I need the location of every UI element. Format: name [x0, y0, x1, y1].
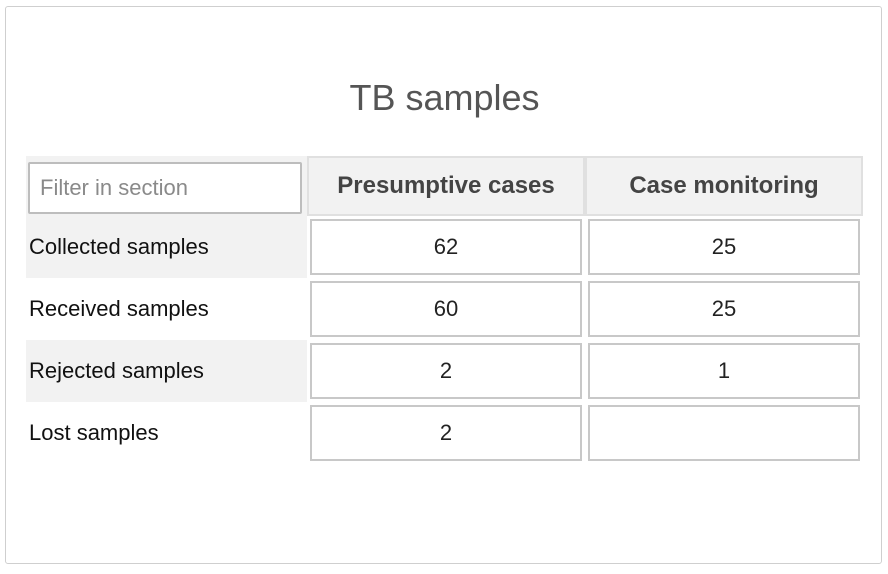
data-entry-table: Presumptive cases Case monitoring Collec…	[26, 156, 863, 464]
value-input-rejected-monitoring[interactable]: 1	[588, 343, 860, 399]
row-label: Collected samples	[26, 216, 307, 278]
value-input-received-monitoring[interactable]: 25	[588, 281, 860, 337]
column-header-case-monitoring: Case monitoring	[585, 156, 863, 216]
filter-in-section-input[interactable]	[28, 162, 302, 214]
value-input-received-presumptive[interactable]: 60	[310, 281, 582, 337]
table-row: Received samples 60 25	[26, 278, 863, 340]
value-input-lost-presumptive[interactable]: 2	[310, 405, 582, 461]
row-label: Received samples	[29, 296, 209, 321]
value-input-collected-monitoring[interactable]: 25	[588, 219, 860, 275]
value-input-rejected-presumptive[interactable]: 2	[310, 343, 582, 399]
table-header-row: Presumptive cases Case monitoring	[26, 156, 863, 216]
column-header-presumptive-cases: Presumptive cases	[307, 156, 585, 216]
section-title: TB samples	[349, 77, 540, 118]
table-row: Rejected samples 2 1	[26, 340, 863, 402]
row-label: Lost samples	[29, 420, 159, 445]
value-input-lost-monitoring[interactable]	[588, 405, 860, 461]
table-row: Collected samples 62 25	[26, 216, 863, 278]
row-label: Rejected samples	[26, 340, 307, 402]
section-panel: TB samples Presumptive cases Case monito…	[5, 6, 882, 564]
table-row: Lost samples 2	[26, 402, 863, 464]
filter-cell	[26, 156, 307, 216]
value-input-collected-presumptive[interactable]: 62	[310, 219, 582, 275]
